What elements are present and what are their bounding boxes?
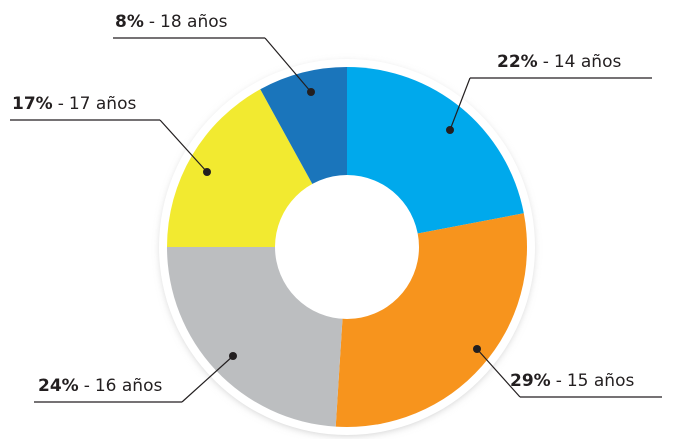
leader-line — [476, 348, 521, 398]
slice-label: 17% -17 años — [12, 94, 136, 114]
slice-label: 8% -18 años — [115, 12, 228, 32]
slice-label: 29% -15 años — [510, 371, 634, 391]
separator: - — [84, 376, 90, 396]
slice-label: 22% -14 años — [497, 52, 621, 72]
leader-line — [181, 355, 234, 403]
leader-dot — [473, 345, 481, 353]
separator: - — [556, 371, 562, 391]
category-label: 16 años — [95, 376, 163, 396]
separator: - — [543, 52, 549, 72]
leader-line — [449, 77, 471, 131]
leader-dot — [229, 352, 237, 360]
value-label: 24% — [38, 376, 79, 396]
separator: - — [149, 12, 155, 32]
value-label: 17% — [12, 94, 53, 114]
leader-dot — [307, 88, 315, 96]
value-label: 22% — [497, 52, 538, 72]
category-label: 17 años — [69, 94, 137, 114]
slice-label: 24% -16 años — [38, 376, 162, 396]
leader-dot — [446, 126, 454, 134]
leader-line — [159, 119, 208, 173]
category-label: 15 años — [567, 371, 635, 391]
separator: - — [58, 94, 64, 114]
donut-hole — [275, 175, 419, 319]
leader-line — [264, 37, 312, 93]
category-label: 14 años — [554, 52, 622, 72]
value-label: 8% — [115, 12, 144, 32]
leader-dot — [203, 168, 211, 176]
category-label: 18 años — [160, 12, 228, 32]
value-label: 29% — [510, 371, 551, 391]
